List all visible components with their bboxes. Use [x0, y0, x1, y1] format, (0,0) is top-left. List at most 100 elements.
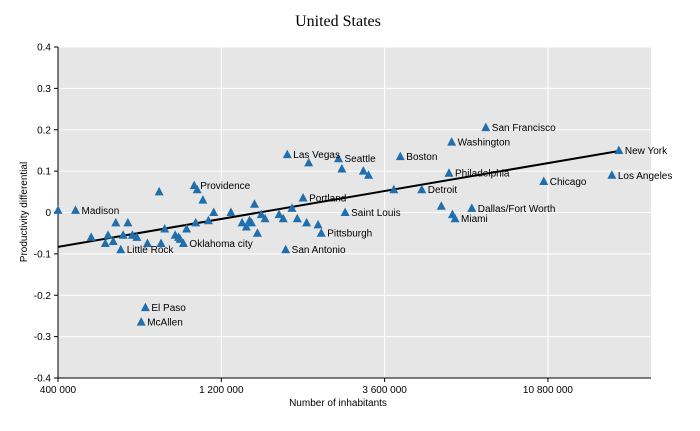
data-point-marker [607, 170, 617, 179]
trend-line [57, 149, 620, 248]
data-point-marker [116, 244, 126, 254]
data-point-marker [395, 151, 405, 161]
data-point-marker [467, 203, 477, 212]
y-tick-label: -0.3 [34, 332, 52, 343]
y-tick-label: 0.1 [37, 167, 51, 178]
point-labels: Madison Little Rock McAllen El Paso Oklahoma… [82, 123, 673, 328]
data-point-marker [108, 236, 118, 245]
data-point-marker [313, 219, 323, 229]
data-point-marker [364, 170, 374, 179]
data-point-label: Dallas/Fort Worth [478, 204, 556, 215]
y-tick-label: 0.3 [37, 84, 51, 95]
axes: -0.4 -0.3 -0.2 -0.1 0 0.1 0.2 0.3 0.4 400 000 1 20… [34, 43, 651, 396]
data-point-marker [298, 193, 308, 202]
data-point-label: Detroit [428, 185, 458, 196]
data-point-label: Little Rock [127, 245, 175, 256]
x-tick-label: 3 600 000 [362, 385, 407, 396]
x-tick-label: 400 000 [40, 385, 77, 396]
data-point-label: Portland [309, 194, 346, 205]
data-point-marker [246, 217, 256, 227]
data-point-marker [340, 207, 350, 216]
data-point-marker [450, 213, 460, 223]
y-tick-label: 0.2 [37, 125, 51, 136]
data-point-marker [192, 184, 202, 194]
x-tick-label: 10 800 000 [523, 385, 573, 396]
data-point-label: El Paso [151, 303, 186, 314]
data-point-marker [203, 215, 213, 225]
data-point-marker [417, 184, 427, 194]
data-point-marker [178, 238, 188, 248]
data-point-marker [140, 302, 150, 312]
data-point-marker [86, 232, 96, 241]
data-point-marker [156, 238, 166, 248]
data-point-marker [260, 213, 270, 223]
data-point-marker [436, 201, 446, 210]
data-point-marker [358, 166, 368, 175]
data-point-marker [100, 238, 110, 248]
chart-title: United States [295, 13, 381, 30]
data-point-label: Saint Louis [351, 208, 400, 219]
data-point-marker [389, 184, 399, 194]
data-point-marker [292, 213, 302, 223]
data-point-marker [274, 209, 284, 219]
data-point-marker [287, 203, 297, 212]
data-point-marker [444, 168, 454, 177]
y-tick-label: 0 [45, 208, 51, 219]
data-point-label: Boston [406, 152, 437, 163]
data-point-marker [142, 238, 152, 248]
data-point-label: Los Angeles [618, 171, 673, 182]
data-point-marker [481, 122, 491, 132]
data-point-marker [154, 186, 164, 196]
data-point-marker [237, 217, 247, 227]
x-axis-label: Number of inhabitants [289, 398, 387, 409]
data-point-marker [281, 244, 291, 254]
data-point-marker [337, 164, 347, 173]
data-point-marker [614, 145, 624, 154]
data-point-marker [209, 207, 219, 216]
data-point-marker [136, 317, 146, 326]
data-point-label: Providence [200, 181, 250, 192]
data-point-marker [132, 232, 142, 241]
data-point-marker [198, 195, 208, 204]
data-point-marker [302, 217, 312, 227]
data-point-label: Miami [461, 214, 488, 225]
data-point-label: Chicago [550, 177, 587, 188]
data-point-marker [103, 230, 113, 239]
data-point-marker [282, 149, 292, 159]
data-point-marker [111, 217, 121, 227]
data-point-marker [304, 157, 314, 167]
data-point-marker [249, 199, 259, 208]
data-point-marker [191, 217, 201, 227]
data-point-label: Las Vegas [293, 150, 340, 161]
x-tick-label: 1 200 000 [199, 385, 244, 396]
data-point-marker [256, 209, 266, 219]
y-tick-label: -0.1 [34, 249, 52, 260]
data-point-label: Madison [82, 206, 120, 217]
data-point-marker [123, 217, 133, 227]
data-point-marker [118, 230, 128, 239]
data-point-marker [447, 137, 457, 146]
data-point-label: Seattle [345, 154, 377, 165]
data-points [53, 122, 624, 326]
data-point-marker [241, 221, 251, 231]
data-point-marker [252, 228, 262, 237]
data-point-marker [278, 213, 288, 223]
trend-line-group [57, 149, 620, 248]
data-point-label: McAllen [147, 318, 183, 329]
data-point-label: San Francisco [492, 123, 556, 134]
data-point-marker [539, 176, 549, 185]
y-tick-label: 0.4 [37, 43, 51, 54]
data-point-label: New York [625, 146, 668, 157]
y-axis-label: Productivity differential [19, 162, 30, 262]
data-point-label: Washington [458, 138, 510, 149]
data-point-label: Philadelphia [455, 169, 510, 180]
data-point-marker [316, 228, 326, 237]
data-point-marker [226, 207, 236, 216]
data-point-label: San Antonio [292, 245, 346, 256]
data-point-marker [53, 205, 63, 214]
data-point-marker [182, 224, 192, 233]
data-point-marker [71, 205, 81, 214]
y-tick-label: -0.2 [34, 291, 52, 302]
